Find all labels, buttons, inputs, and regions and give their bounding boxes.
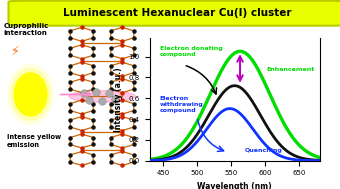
Text: Intense yellow
emission: Intense yellow emission — [7, 134, 61, 148]
FancyBboxPatch shape — [8, 1, 340, 26]
Circle shape — [14, 73, 47, 116]
Circle shape — [11, 69, 50, 120]
X-axis label: Wavelength (nm): Wavelength (nm) — [197, 182, 272, 189]
Text: ⚡: ⚡ — [11, 45, 20, 57]
Text: Enhancement: Enhancement — [267, 67, 315, 71]
Text: Cuprophilic
interaction: Cuprophilic interaction — [3, 23, 49, 36]
Text: Electron
withdrawing
compound: Electron withdrawing compound — [160, 96, 204, 113]
Text: Luminescent Hexanuclear Cu(I) cluster: Luminescent Hexanuclear Cu(I) cluster — [63, 8, 291, 18]
Y-axis label: Intensity (a.u.): Intensity (a.u.) — [114, 67, 123, 132]
Text: Quenching: Quenching — [245, 148, 283, 153]
Text: Electron donating
compound: Electron donating compound — [160, 46, 222, 57]
Circle shape — [8, 64, 53, 125]
Ellipse shape — [69, 91, 135, 102]
